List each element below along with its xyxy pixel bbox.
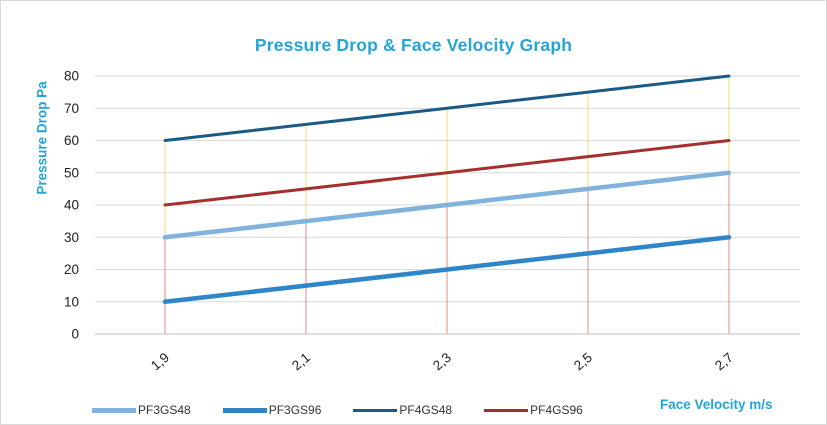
y-tick-label: 70 <box>64 101 79 116</box>
series-line-pf3gs48 <box>162 170 732 240</box>
legend-swatch-pf3gs48 <box>92 407 136 413</box>
chart-title: Pressure Drop & Face Velocity Graph <box>254 35 573 55</box>
x-tick-label: 2,3 <box>430 350 454 374</box>
y-tick-label: 60 <box>64 133 79 148</box>
legend: PF3GS48 PF3GS96 PF4GS48 PF4GS96 <box>92 403 615 417</box>
x-axis-label: Face Velocity m/s <box>660 397 773 412</box>
legend-swatch-pf3gs96 <box>222 407 267 413</box>
legend-item: PF4GS48 <box>353 403 452 417</box>
series-line-pf4gs48 <box>163 74 731 142</box>
x-tick-label: 2,1 <box>289 350 313 374</box>
x-tick-label: 2,5 <box>571 350 595 374</box>
y-tick-label: 0 <box>71 327 79 342</box>
y-tick-label: 20 <box>64 262 79 277</box>
y-tick-label: 50 <box>64 165 79 180</box>
legend-label: PF3GS48 <box>138 403 191 417</box>
legend-item: PF3GS48 <box>92 403 191 417</box>
legend-swatch-pf4gs96 <box>484 408 529 412</box>
y-tick-label: 30 <box>64 230 79 245</box>
legend-label: PF3GS96 <box>268 403 322 417</box>
y-tick-label: 80 <box>64 69 79 84</box>
legend-item: PF3GS96 <box>222 403 322 417</box>
legend-label: PF4GS96 <box>530 403 583 417</box>
legend-swatch-pf4gs48 <box>353 408 398 412</box>
legend-item: PF4GS96 <box>484 403 583 417</box>
x-tick-label: 2,7 <box>712 350 736 374</box>
y-tick-label: 40 <box>64 198 79 213</box>
y-tick-label: 10 <box>64 294 79 309</box>
series-line-pf4gs96 <box>163 139 731 207</box>
series-line-pf3gs96 <box>162 235 732 304</box>
legend-label: PF4GS48 <box>399 403 453 417</box>
x-tick-label: 1,9 <box>148 350 172 374</box>
